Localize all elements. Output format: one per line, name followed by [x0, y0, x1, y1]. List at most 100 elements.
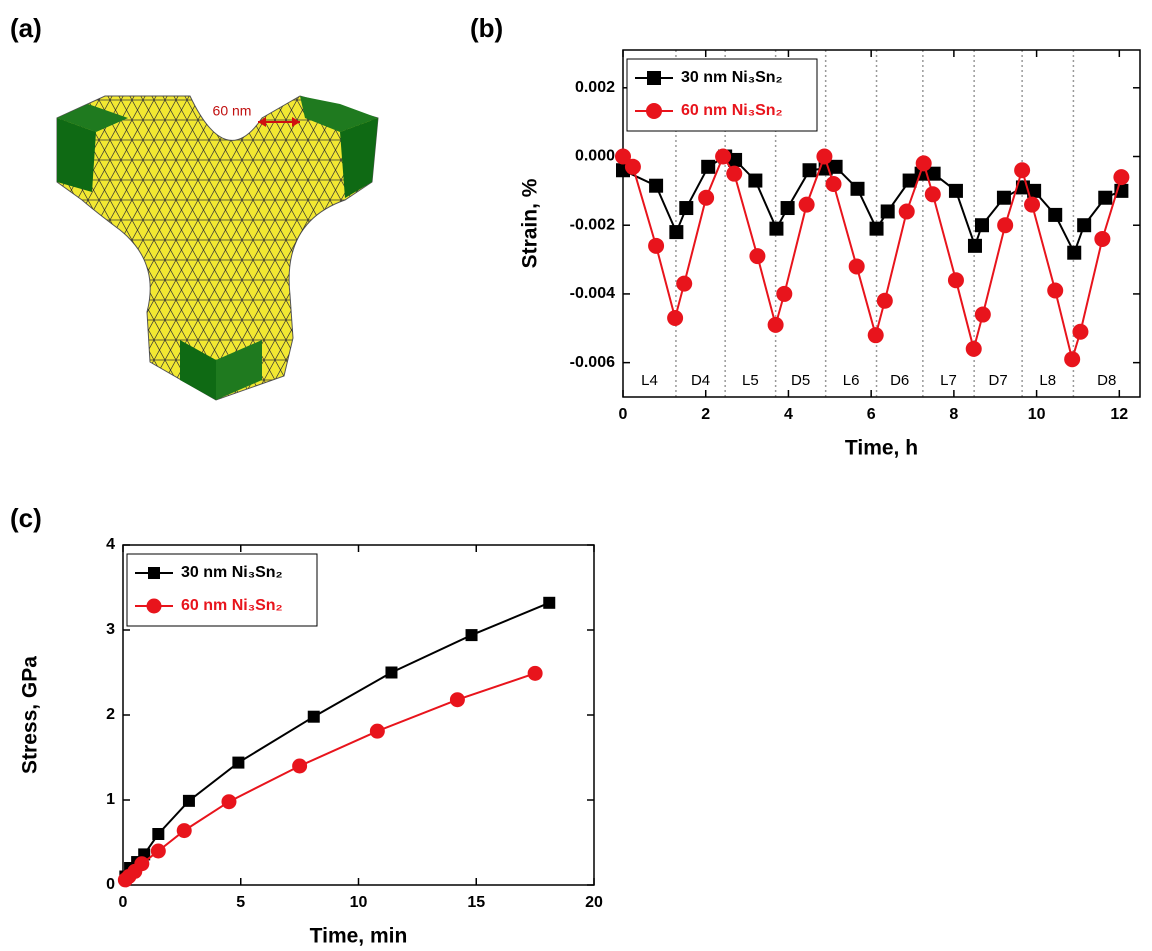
x-tick-label: 5	[236, 894, 245, 911]
marker	[924, 186, 941, 203]
marker	[915, 155, 932, 172]
marker	[369, 723, 385, 739]
marker	[898, 203, 915, 220]
marker	[221, 794, 237, 810]
marker	[926, 166, 941, 181]
marker	[527, 665, 543, 681]
y-tick-label: -0.006	[570, 354, 615, 371]
legend-label: 30 nm Ni₃Sn₂	[681, 69, 783, 86]
x-axis-label: Time, h	[845, 437, 918, 460]
legend-box	[126, 553, 318, 627]
annotation: 60 nm	[213, 103, 252, 119]
marker	[816, 148, 833, 165]
period-label: D7	[989, 372, 1008, 389]
x-tick-label: 2	[701, 406, 710, 423]
marker	[176, 823, 192, 839]
marker	[1014, 162, 1031, 179]
mesh-model	[56, 95, 379, 401]
marker	[880, 204, 895, 219]
period-label: L6	[843, 372, 860, 389]
y-tick-label: 0.002	[575, 79, 615, 96]
panel-label: (b)	[470, 13, 503, 43]
marker	[134, 856, 150, 872]
y-tick-label: 4	[106, 536, 115, 553]
y-tick-label: 0.000	[575, 148, 615, 165]
legend-label: 60 nm Ni₃Sn₂	[181, 597, 283, 614]
x-tick-label: 0	[119, 894, 128, 911]
marker	[679, 201, 694, 216]
legend-marker	[148, 567, 160, 579]
period-label: D8	[1097, 372, 1116, 389]
marker	[152, 828, 165, 840]
marker	[850, 181, 865, 196]
y-tick-label: -0.004	[570, 285, 615, 302]
x-tick-label: 6	[867, 406, 876, 423]
marker	[965, 340, 982, 357]
marker	[543, 596, 556, 609]
marker	[848, 258, 865, 275]
marker	[869, 221, 884, 236]
marker	[676, 275, 693, 292]
marker	[1027, 183, 1042, 198]
x-tick-label: 4	[784, 406, 793, 423]
marker	[701, 159, 716, 174]
y-tick-label: 3	[106, 621, 115, 638]
y-tick-label: -0.002	[570, 216, 615, 233]
marker	[698, 189, 715, 206]
legend-marker	[146, 598, 162, 614]
marker	[1067, 245, 1082, 260]
marker	[648, 237, 665, 254]
marker	[828, 159, 843, 174]
plot-frame	[622, 49, 1141, 398]
marker	[1098, 190, 1113, 205]
marker	[307, 710, 320, 723]
period-label: D6	[890, 372, 909, 389]
period-label: D4	[691, 372, 710, 389]
marker	[292, 758, 308, 774]
legend-label: 30 nm Ni₃Sn₂	[181, 564, 283, 581]
marker	[150, 843, 166, 859]
marker	[975, 218, 990, 233]
marker	[1024, 196, 1041, 213]
marker	[947, 272, 964, 289]
marker	[767, 316, 784, 333]
marker	[967, 238, 982, 253]
y-tick-label: 0	[106, 876, 115, 893]
marker	[1064, 351, 1081, 368]
marker	[232, 756, 245, 769]
period-label: L7	[940, 372, 957, 389]
panel-label: (a)	[10, 13, 42, 43]
marker	[726, 165, 743, 182]
y-axis-label: Stress, GPa	[19, 656, 42, 774]
marker	[997, 217, 1014, 234]
marker	[1113, 169, 1130, 186]
marker	[825, 175, 842, 192]
x-tick-label: 20	[585, 894, 603, 911]
marker	[182, 794, 195, 807]
marker	[749, 248, 766, 265]
marker	[465, 629, 478, 642]
period-label: L4	[641, 372, 658, 389]
marker	[974, 306, 991, 323]
marker	[1077, 218, 1092, 233]
series-line	[622, 155, 1122, 256]
marker	[948, 183, 963, 198]
x-tick-label: 10	[1028, 406, 1046, 423]
x-axis-label: Time, min	[310, 925, 408, 948]
marker	[1072, 323, 1089, 340]
marker	[715, 148, 732, 165]
marker	[385, 666, 398, 679]
marker	[867, 327, 884, 344]
x-tick-label: 8	[949, 406, 958, 423]
marker	[780, 201, 795, 216]
x-tick-label: 10	[350, 894, 368, 911]
marker	[728, 152, 743, 167]
panel-label: (c)	[10, 503, 42, 533]
marker	[649, 178, 664, 193]
marker	[769, 221, 784, 236]
marker	[449, 692, 465, 708]
marker	[748, 173, 763, 188]
marker	[776, 285, 793, 302]
x-tick-label: 0	[619, 406, 628, 423]
marker	[876, 292, 893, 309]
